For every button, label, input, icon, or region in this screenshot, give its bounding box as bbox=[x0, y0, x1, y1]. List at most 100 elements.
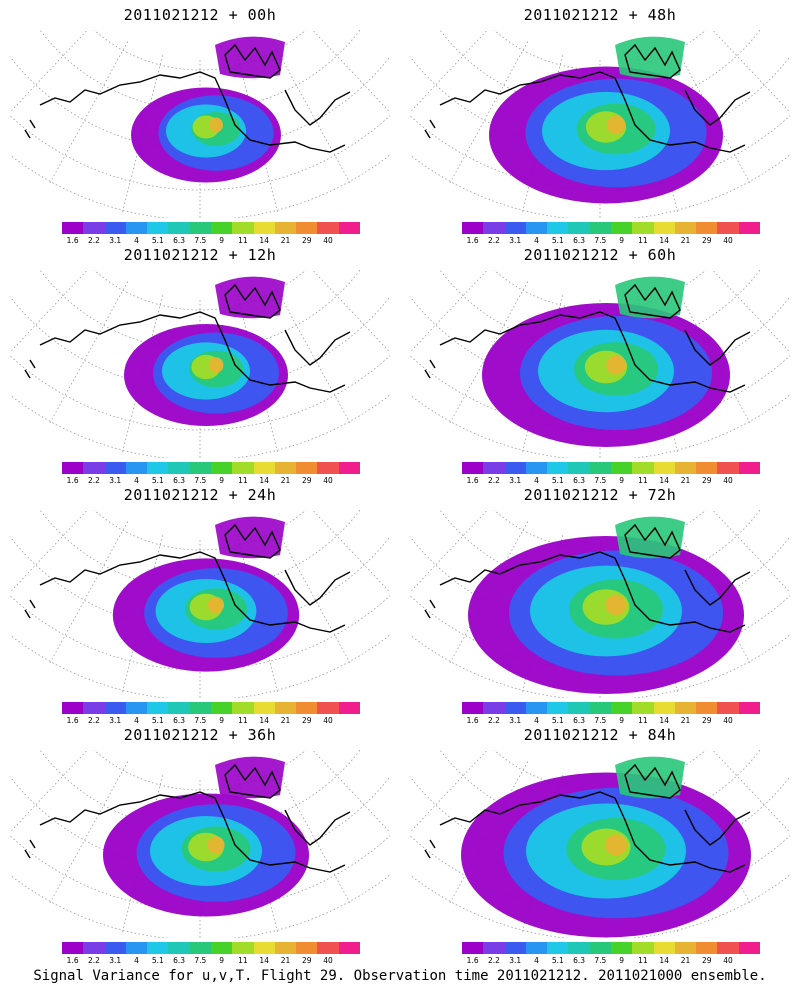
colorbar-labels: 1.6 2.2 3.1 4 5.1 6.3 7.5 9 11 14 21 29 40 bbox=[62, 476, 360, 486]
colorbar-tick-label: 11 bbox=[238, 716, 248, 725]
meridian-line bbox=[410, 270, 488, 353]
colorbar-swatch bbox=[525, 222, 548, 234]
meridian-line bbox=[49, 41, 129, 184]
colorbar-tick-label: 9 bbox=[619, 476, 625, 485]
colorbar-swatch bbox=[338, 462, 360, 474]
colorbar-swatch bbox=[168, 702, 190, 714]
colorbar-tick-label: 2.2 bbox=[87, 476, 100, 485]
colorbar-swatch bbox=[189, 702, 211, 714]
variance-field bbox=[112, 516, 300, 672]
colorbar-tick-label: 11 bbox=[238, 956, 248, 965]
colorbar-swatch bbox=[232, 702, 254, 714]
colorbar-tick-label: 21 bbox=[280, 716, 291, 725]
colorbar-swatch bbox=[125, 702, 148, 714]
colorbar-tick-label: 5.1 bbox=[151, 716, 164, 725]
colorbar-swatch bbox=[147, 462, 169, 474]
colorbar-swatch bbox=[296, 942, 318, 954]
colorbar-tick-label: 4 bbox=[534, 956, 539, 965]
colorbar-swatch bbox=[504, 942, 526, 954]
coastline bbox=[424, 283, 751, 393]
colorbar-swatch bbox=[653, 222, 675, 234]
colorbar-swatch bbox=[483, 222, 505, 234]
colorbar-tick-label: 29 bbox=[302, 236, 312, 245]
colorbar-tick-label: 7.5 bbox=[594, 956, 607, 965]
meridian-line bbox=[410, 750, 412, 752]
meridian-line bbox=[449, 41, 529, 184]
colorbar-tick-label: 3.1 bbox=[509, 236, 522, 245]
meridian-line bbox=[271, 521, 351, 664]
colorbar-swatch bbox=[610, 942, 633, 954]
colorbar-tick-label: 21 bbox=[280, 956, 291, 965]
meridian-line bbox=[712, 750, 790, 833]
coastline bbox=[24, 283, 351, 393]
colorbar-swatch bbox=[483, 942, 505, 954]
colorbar-swatch bbox=[696, 462, 718, 474]
colorbar-tick-label: 29 bbox=[702, 716, 712, 725]
colorbar-swatch bbox=[653, 942, 675, 954]
colorbar-swatch bbox=[104, 942, 126, 954]
colorbar-tick-label: 29 bbox=[302, 956, 312, 965]
colorbar bbox=[62, 702, 360, 714]
colorbar-swatch bbox=[232, 942, 254, 954]
colorbar-swatch bbox=[738, 222, 760, 234]
polar-map bbox=[10, 270, 390, 458]
colorbar-swatch bbox=[610, 462, 633, 474]
colorbar-swatch bbox=[674, 462, 697, 474]
polar-map bbox=[410, 750, 790, 938]
colorbar-tick-label: 3.1 bbox=[509, 956, 522, 965]
variance-field bbox=[124, 276, 288, 426]
coastline bbox=[24, 763, 351, 873]
colorbar-tick-label: 7.5 bbox=[594, 716, 607, 725]
colorbar-labels: 1.6 2.2 3.1 4 5.1 6.3 7.5 9 11 14 21 29 40 bbox=[462, 716, 760, 726]
variance-field bbox=[489, 36, 723, 204]
colorbar-swatch bbox=[296, 702, 318, 714]
colorbar-swatch bbox=[525, 942, 548, 954]
colorbar-tick-label: 29 bbox=[302, 476, 312, 485]
colorbar-swatch bbox=[210, 702, 233, 714]
meridian-line bbox=[312, 750, 390, 833]
colorbar-labels: 1.6 2.2 3.1 4 5.1 6.3 7.5 9 11 14 21 29 40 bbox=[62, 236, 360, 246]
colorbar-swatch bbox=[462, 942, 484, 954]
latitude-line bbox=[93, 510, 307, 551]
colorbar-swatch bbox=[104, 222, 126, 234]
colorbar-labels: 1.6 2.2 3.1 4 5.1 6.3 7.5 9 11 14 21 29 40 bbox=[462, 236, 760, 246]
colorbar-swatch bbox=[568, 462, 590, 474]
colorbar-tick-label: 9 bbox=[619, 956, 625, 965]
colorbar-swatch bbox=[232, 222, 254, 234]
variance-field bbox=[482, 276, 730, 447]
colorbar-swatch bbox=[568, 702, 590, 714]
colorbar-swatch bbox=[547, 702, 569, 714]
colorbar-tick-label: 1.6 bbox=[466, 956, 479, 965]
colorbar-swatch bbox=[504, 222, 526, 234]
colorbar-swatch bbox=[83, 462, 105, 474]
coastline bbox=[24, 523, 351, 633]
colorbar-tick-label: 21 bbox=[680, 716, 691, 725]
panel-title: 2011021212 + 60h bbox=[523, 246, 677, 264]
meridian-line bbox=[388, 30, 390, 32]
colorbar-swatch bbox=[717, 222, 739, 234]
panel-title: 2011021212 + 84h bbox=[523, 726, 677, 744]
meridian-line bbox=[271, 41, 351, 184]
colorbar-swatch bbox=[168, 222, 190, 234]
meridian-line bbox=[271, 281, 351, 424]
colorbar-swatch bbox=[632, 222, 654, 234]
colorbar-tick-label: 1.6 bbox=[466, 476, 479, 485]
colorbar-tick-label: 7.5 bbox=[594, 476, 607, 485]
meridian-line bbox=[10, 750, 12, 752]
colorbar-swatch bbox=[568, 942, 590, 954]
colorbar-swatch bbox=[83, 702, 105, 714]
colorbar-swatch bbox=[189, 942, 211, 954]
panel-title: 2011021212 + 36h bbox=[123, 726, 277, 744]
meridian-line bbox=[712, 270, 790, 353]
colorbar-swatch bbox=[589, 462, 611, 474]
meridian-line bbox=[10, 510, 88, 593]
polar-map bbox=[410, 30, 790, 218]
colorbar-swatch bbox=[738, 942, 760, 954]
colorbar-labels: 1.6 2.2 3.1 4 5.1 6.3 7.5 9 11 14 21 29 40 bbox=[462, 956, 760, 966]
colorbar-swatch bbox=[589, 222, 611, 234]
meridian-line bbox=[271, 761, 351, 904]
colorbar bbox=[462, 222, 760, 234]
colorbar-swatch bbox=[589, 942, 611, 954]
colorbar-tick-label: 40 bbox=[723, 956, 733, 965]
colorbar-swatch bbox=[653, 462, 675, 474]
